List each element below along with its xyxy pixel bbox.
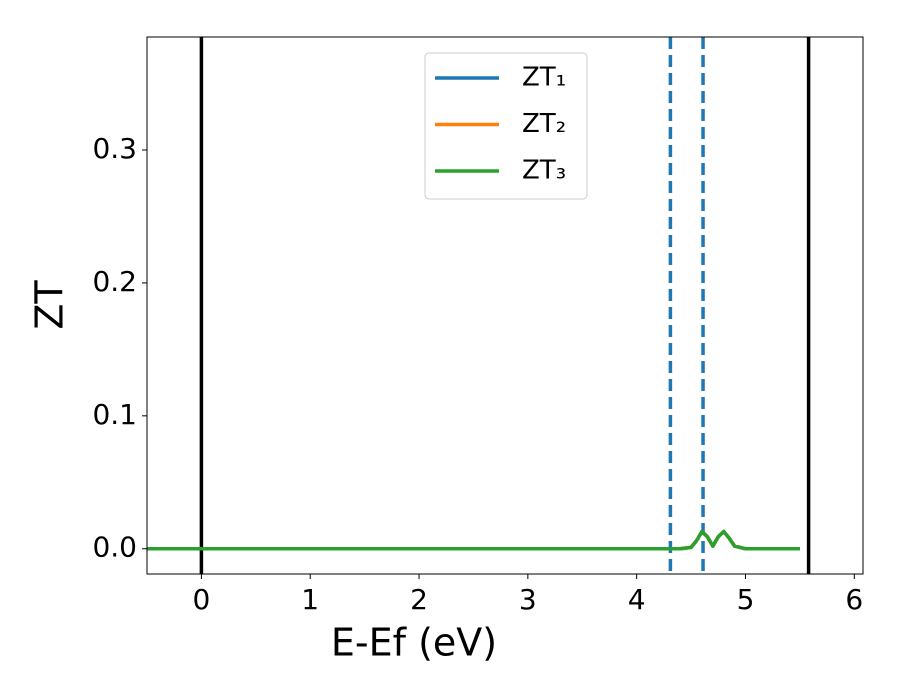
plot-area: [147, 37, 811, 574]
x-tick-label: 3: [519, 583, 537, 616]
plot-frame: [146, 36, 864, 575]
legend-label: ZT₁: [522, 63, 566, 93]
y-tick-label: 0.2: [92, 265, 137, 298]
x-axis-label: E-Ef (eV): [331, 621, 497, 665]
y-axis-label: ZT: [28, 280, 72, 330]
legend-label: ZT₂: [522, 109, 566, 139]
legend-box: [424, 52, 588, 200]
legend-label: ZT₃: [522, 156, 566, 186]
y-tick-label: 0.0: [92, 531, 137, 564]
x-tick-label: 0: [192, 583, 210, 616]
x-tick-label: 6: [845, 583, 863, 616]
y-tick-label: 0.3: [92, 132, 137, 165]
x-tick-label: 4: [628, 583, 646, 616]
series-line: [147, 529, 800, 551]
y-tick-label: 0.1: [92, 398, 137, 431]
x-tick-label: 1: [301, 583, 319, 616]
x-tick-label: 2: [410, 583, 428, 616]
x-tick-label: 5: [737, 583, 755, 616]
